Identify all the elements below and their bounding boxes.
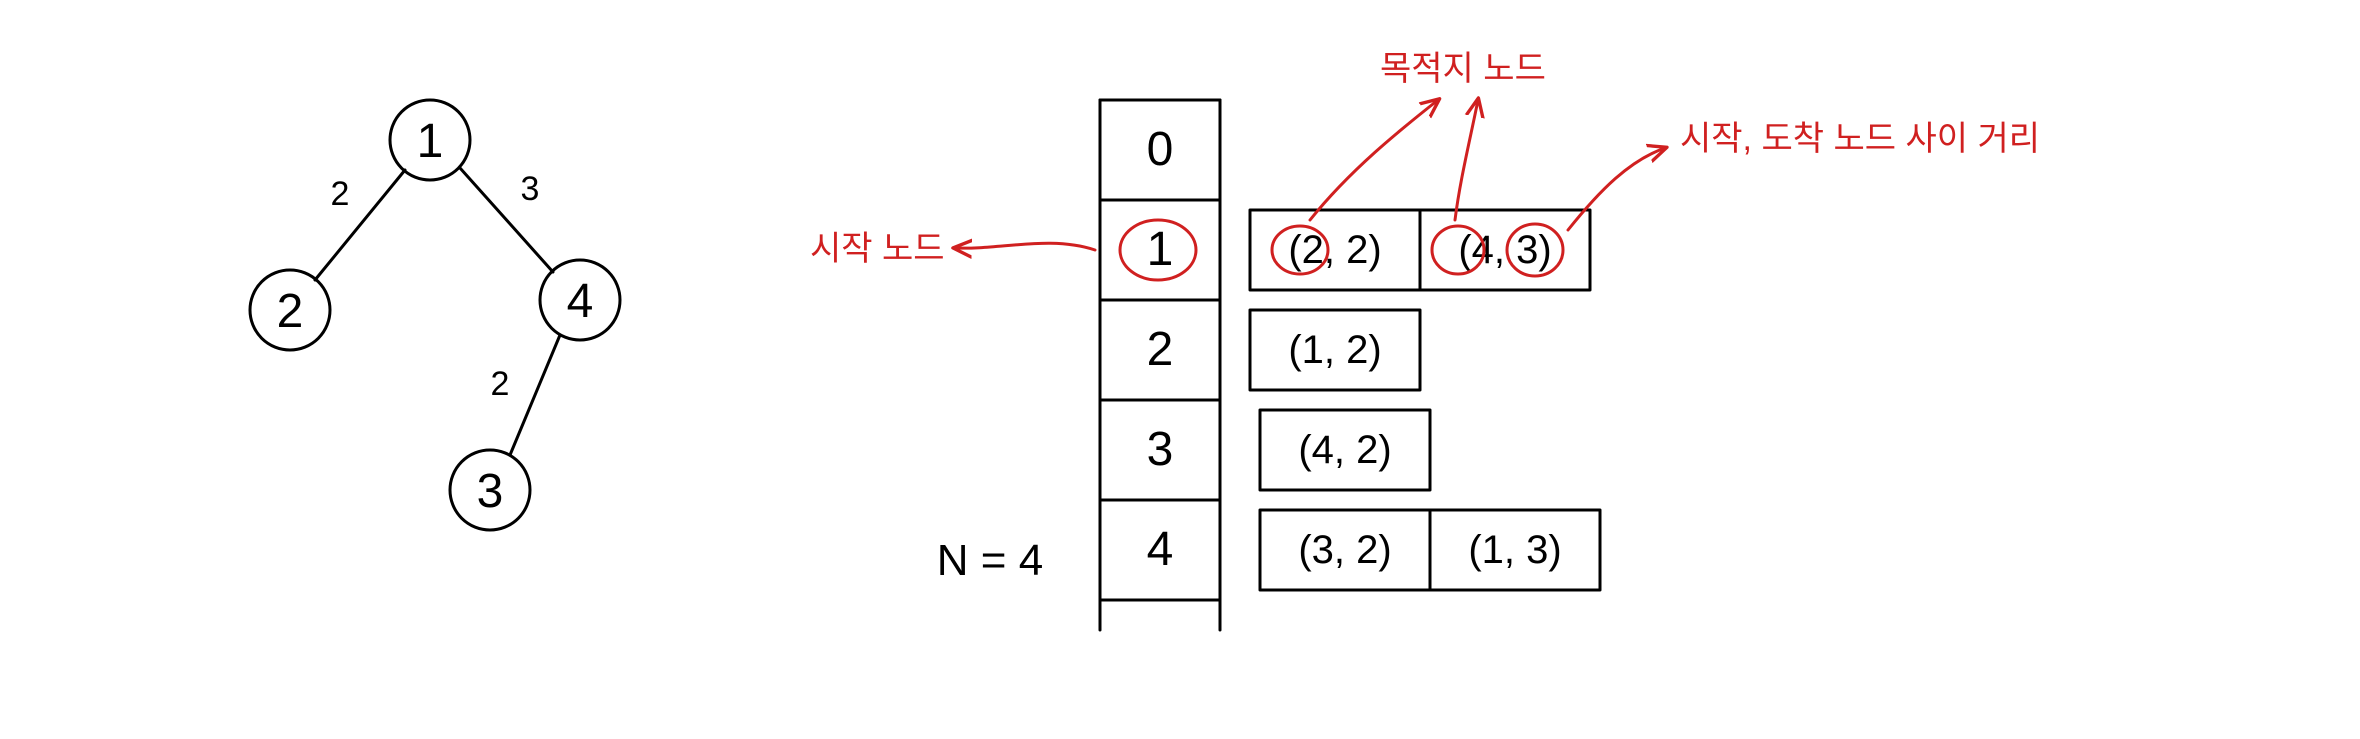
node-3: 3 (450, 450, 530, 530)
adjacency-list-table: 0 1 2 3 4 (2, 2) (4, 3) (1, 2) (4, 2) (3… (937, 100, 1600, 630)
adj-cell: (4, 2) (1298, 428, 1391, 472)
node-label: 1 (417, 115, 444, 168)
index-cell: 2 (1147, 323, 1174, 376)
node-label: 4 (567, 275, 594, 328)
index-cell: 4 (1147, 523, 1174, 576)
annotation-dest-arrow-1 (1310, 100, 1438, 220)
graph-edges: 2 3 2 (315, 168, 560, 455)
edge-1-2 (315, 170, 405, 280)
node-label: 2 (277, 285, 304, 338)
adj-row-4: (3, 2) (1, 3) (1260, 510, 1600, 590)
index-cell: 1 (1147, 223, 1174, 276)
adj-cell: (1, 2) (1288, 328, 1381, 372)
annotation-distance-label: 시작, 도착 노드 사이 거리 (1680, 120, 2040, 158)
annotation-dest-arrow-2 (1455, 100, 1478, 220)
n-label: N = 4 (937, 536, 1043, 585)
index-cell: 3 (1147, 423, 1174, 476)
index-cell: 0 (1147, 123, 1174, 176)
graph-nodes: 1 2 4 3 (250, 100, 620, 530)
annotation-dest-node-label: 목적지 노드 (1380, 50, 1546, 88)
adj-row-1: (2, 2) (4, 3) (1250, 210, 1590, 290)
annotation-start-node-label: 시작 노드 (810, 230, 945, 268)
node-1: 1 (390, 100, 470, 180)
edge-weight-1-4: 3 (521, 170, 540, 208)
node-2: 2 (250, 270, 330, 350)
adj-cell: (3, 2) (1298, 528, 1391, 572)
edge-weight-1-2: 2 (331, 175, 350, 213)
graph-diagram: 2 3 2 1 2 4 3 (250, 100, 620, 530)
adj-cell: (4, 3) (1458, 228, 1551, 272)
adj-cell: (1, 3) (1468, 528, 1561, 572)
node-4: 4 (540, 260, 620, 340)
adj-row-3: (4, 2) (1260, 410, 1430, 490)
annotations: 시작 노드 목적지 노드 시작, 도착 노드 사이 거리 (810, 50, 2040, 280)
adj-cell: (2, 2) (1288, 228, 1381, 272)
edge-4-3 (510, 335, 560, 455)
node-label: 3 (477, 465, 504, 518)
annotation-start-node-arrow (955, 243, 1095, 250)
adj-row-2: (1, 2) (1250, 310, 1420, 390)
annotation-distance-arrow (1568, 148, 1665, 230)
edge-weight-4-3: 2 (491, 365, 510, 403)
